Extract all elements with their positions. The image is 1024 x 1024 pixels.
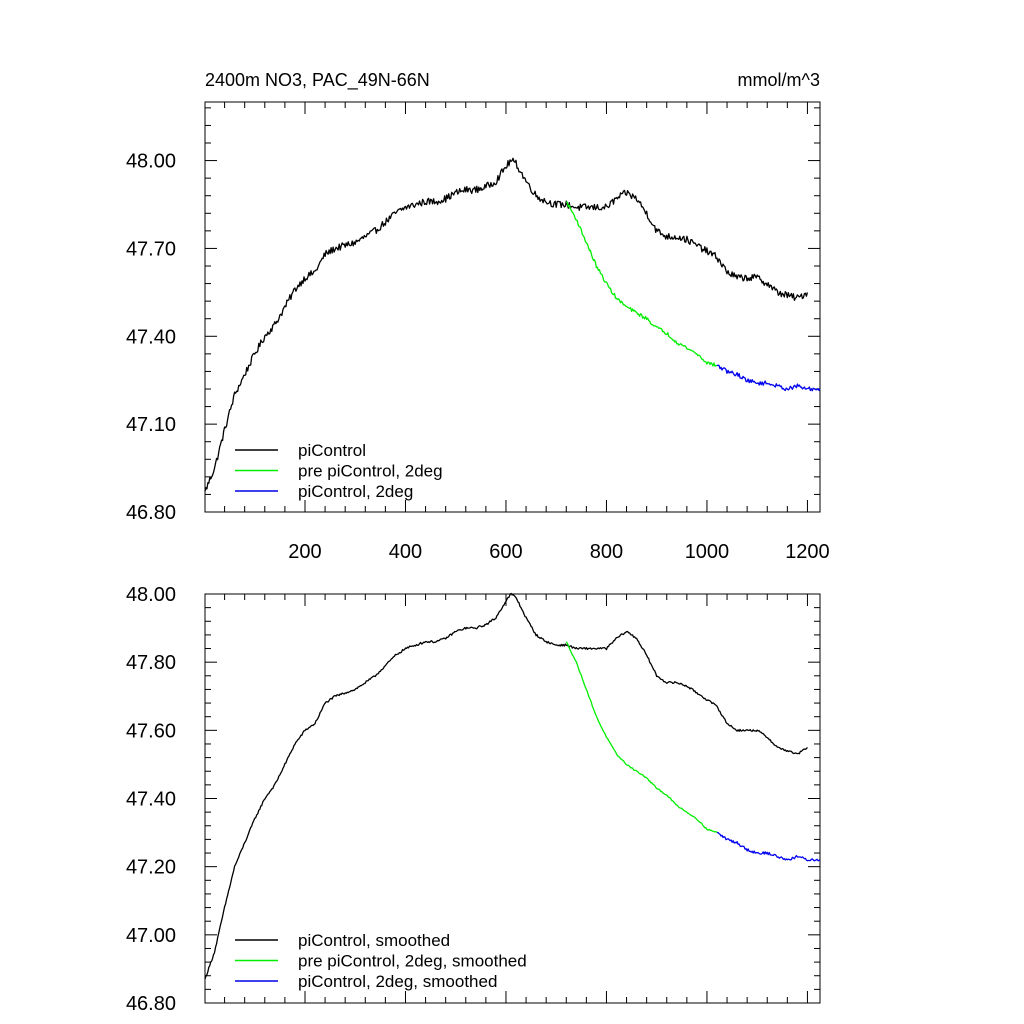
x-tick-label: 1000	[685, 541, 730, 563]
legend-label: pre piControl, 2deg, smoothed	[298, 952, 527, 971]
y-tick-label: 46.80	[126, 993, 176, 1015]
legend-label: piControl	[298, 441, 366, 460]
series-line-picontrol-2deg-smoothed	[716, 831, 821, 862]
y-tick-label: 48.00	[126, 151, 176, 173]
panel-bottom: 46.80 47.00 47.20 47.40 47.60 47.80 48.00 piCon…	[126, 584, 821, 1015]
y-tick-label: 46.80	[126, 502, 176, 524]
x-tick-label: 1200	[785, 541, 830, 563]
x-tick-label: 600	[489, 541, 522, 563]
series-line-picontrol-smoothed	[204, 592, 808, 980]
x-tick-label: 800	[590, 541, 623, 563]
y-tick-label: 47.10	[126, 414, 176, 436]
series-line-picontrol-2deg	[716, 364, 821, 392]
legend-label: piControl, smoothed	[298, 931, 450, 950]
y-tick-label: 47.80	[126, 652, 176, 674]
units-label: mmol/m^3	[738, 70, 820, 90]
y-tick-label: 47.70	[126, 238, 176, 260]
y-tick-label: 47.40	[126, 326, 176, 348]
y-tick-label: 47.60	[126, 720, 176, 742]
legend-label: piControl, 2deg	[298, 482, 413, 501]
series-line-picontrol	[204, 157, 809, 492]
legend-label: piControl, 2deg, smoothed	[298, 972, 497, 991]
y-tick-label: 47.20	[126, 857, 176, 879]
y-tick-label: 48.00	[126, 584, 176, 606]
chart-title: 2400m NO3, PAC_49N-66N	[205, 70, 430, 91]
plot-frame	[204, 101, 821, 513]
series-line-pre-picontrol-2deg-smoothed	[565, 641, 718, 834]
x-tick-label: 200	[288, 541, 321, 563]
x-tick-label: 400	[389, 541, 422, 563]
y-tick-label: 47.00	[126, 925, 176, 947]
y-tick-label: 47.40	[126, 789, 176, 811]
legend-label: pre piControl, 2deg	[298, 462, 443, 481]
series-line-pre-picontrol-2deg	[565, 201, 718, 367]
panel-top: 200 400 600 800 1000 1200 46.80 47.10 47.40 47.70…	[126, 101, 830, 563]
